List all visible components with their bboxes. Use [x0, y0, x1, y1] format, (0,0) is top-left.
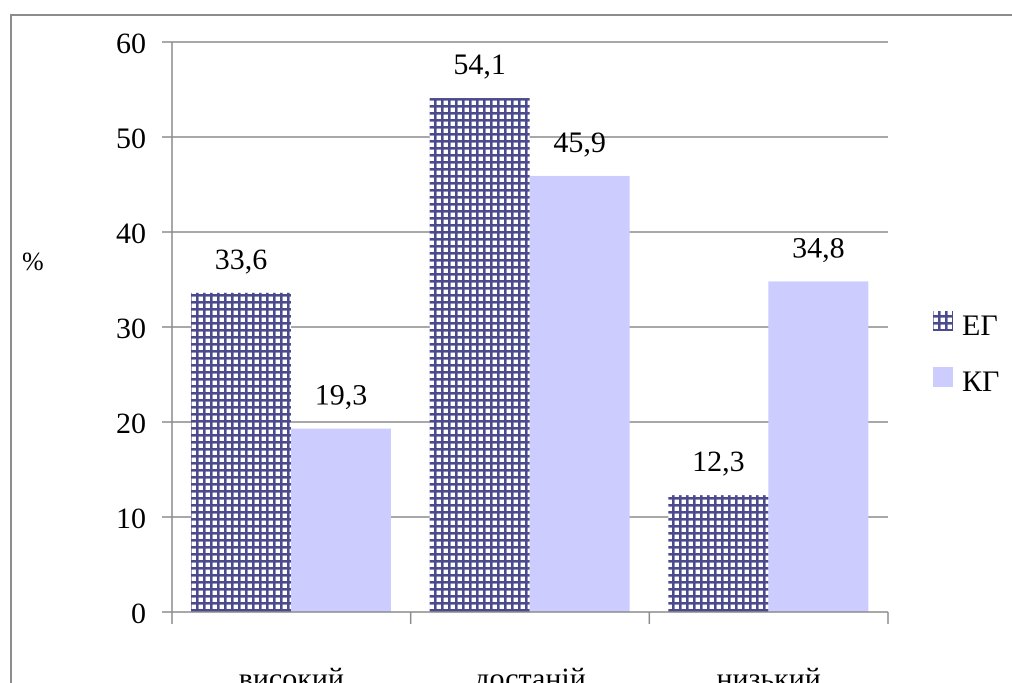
- data-label: 19,3: [315, 379, 368, 412]
- legend-label: КГ: [962, 365, 999, 398]
- data-label: 45,9: [553, 126, 606, 159]
- y-tick-label: 10: [116, 502, 146, 535]
- data-label: 34,8: [792, 231, 845, 264]
- bar-КГ-низький: [768, 281, 869, 612]
- y-tick-label: 60: [116, 27, 146, 60]
- bar-КГ-високий: [291, 428, 391, 612]
- bar-КГ-достаній: [529, 175, 630, 612]
- data-label: 54,1: [453, 48, 506, 81]
- y-axis-label: %: [22, 247, 44, 276]
- x-category-label: високий: [239, 662, 344, 683]
- legend-label: ЕГ: [962, 309, 998, 342]
- x-category-label: низький: [717, 662, 821, 683]
- chart-frame: [10, 14, 1012, 683]
- bar-ЕГ-достаній: [429, 98, 530, 613]
- y-tick-label: 20: [116, 407, 146, 440]
- bar-ЕГ-високий: [191, 292, 291, 612]
- legend-swatch-ЕГ: [933, 311, 953, 331]
- legend-swatch-КГ: [933, 367, 953, 387]
- y-tick-label: 0: [131, 597, 146, 630]
- data-label: 12,3: [692, 445, 745, 478]
- y-tick-label: 40: [116, 217, 146, 250]
- bar-ЕГ-низький: [668, 495, 769, 612]
- x-category-label: достаній: [474, 662, 586, 683]
- data-label: 33,6: [215, 243, 268, 276]
- y-tick-label: 50: [116, 122, 146, 155]
- y-tick-label: 30: [116, 312, 146, 345]
